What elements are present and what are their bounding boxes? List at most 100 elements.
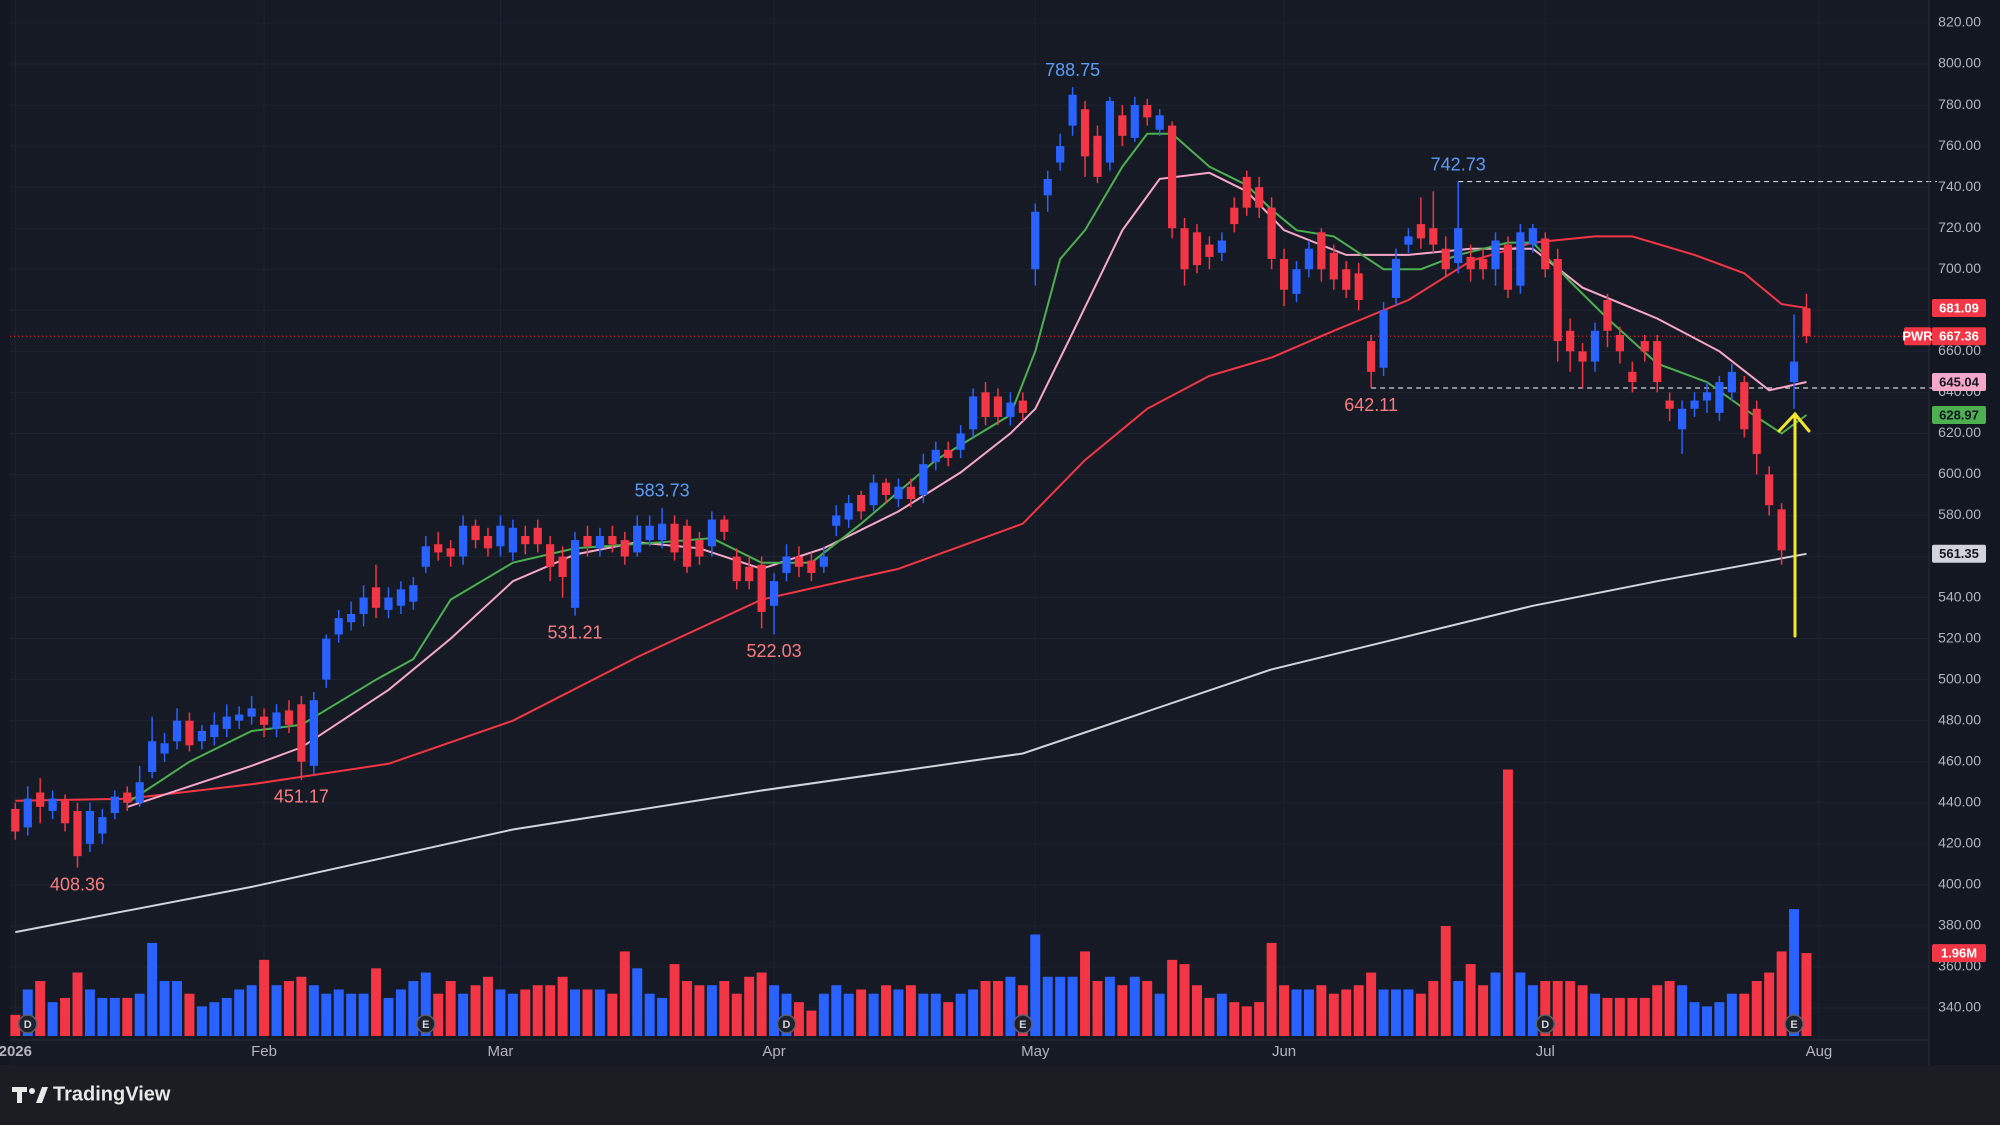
volume-bar — [632, 968, 643, 1036]
volume-bar — [1664, 981, 1675, 1036]
ma-badge-bg — [1932, 405, 1986, 424]
candle-body — [1255, 187, 1264, 208]
volume-bar — [1764, 972, 1775, 1036]
candle-body — [247, 708, 256, 717]
price-axis: 820.00 800.00 780.00 760.00 740.00 720.00 700.… — [0, 14, 1981, 1060]
candle-body — [1143, 105, 1152, 118]
volume-bar — [122, 997, 133, 1036]
candle-body — [695, 540, 704, 557]
candle-body — [235, 714, 244, 721]
candle-body — [1603, 300, 1612, 331]
candle-body — [483, 536, 493, 549]
candle-body — [309, 700, 318, 766]
candle-body — [1690, 400, 1699, 409]
volume-bar — [1303, 989, 1314, 1036]
candle-body — [1727, 371, 1736, 393]
y-tick-label: 760.00 — [1938, 137, 1981, 153]
volume-bar — [22, 989, 33, 1036]
volume-bar — [1067, 976, 1078, 1036]
ma-badge: 645.04 — [1939, 374, 1980, 389]
candle-body — [359, 597, 368, 614]
candle-body — [1665, 400, 1674, 409]
volume-bar — [371, 968, 382, 1036]
candle-body — [595, 536, 605, 549]
candle-body — [1590, 330, 1600, 362]
candle-body — [85, 810, 95, 844]
y-tick-label: 460.00 — [1938, 752, 1981, 768]
candle-body — [11, 808, 20, 832]
candle-body — [1018, 400, 1027, 413]
volume-bar — [1142, 981, 1153, 1036]
candle-body — [944, 449, 953, 459]
candle-body — [658, 523, 667, 541]
volume-bar — [657, 997, 668, 1036]
event-label: D — [1541, 1019, 1549, 1031]
candle-body — [844, 503, 853, 520]
volume-bar — [1440, 926, 1451, 1036]
y-tick-label: 440.00 — [1938, 793, 1981, 809]
candle-body — [1205, 244, 1214, 257]
volume-bar — [1677, 985, 1688, 1036]
event-marker — [1013, 1014, 1033, 1034]
logo-part — [36, 1087, 48, 1103]
volume-bar — [433, 993, 444, 1036]
candle-body — [135, 782, 144, 803]
candle-body — [1379, 310, 1388, 368]
candle-body — [894, 486, 903, 500]
high-label: 788.75 — [1045, 60, 1100, 80]
x-tick-label: Apr — [762, 1043, 785, 1060]
volume-bar — [234, 989, 245, 1036]
x-tick-label: Mar — [487, 1043, 513, 1060]
candle-body — [1628, 371, 1637, 383]
volume-bar — [346, 993, 357, 1036]
candle-body — [1516, 232, 1525, 286]
candle-body — [1777, 509, 1786, 551]
candle-body — [222, 716, 231, 729]
candle-body — [1429, 228, 1438, 245]
volume-bar — [196, 1006, 207, 1036]
volume-bar — [1291, 989, 1302, 1036]
candle-body — [1553, 258, 1562, 342]
candle-body — [421, 546, 430, 567]
label-layer: 788.75 742.73 583.73 408.36 451.17 531.21 522.… — [50, 60, 1486, 895]
volume-bar — [682, 981, 692, 1036]
candle-body — [1578, 351, 1587, 362]
volume-bar — [1689, 1002, 1700, 1036]
volume-bar — [84, 989, 95, 1036]
volume-bar — [60, 997, 71, 1036]
volume-bar — [557, 976, 568, 1036]
volume-bar — [992, 981, 1003, 1036]
candle-body — [508, 527, 517, 553]
candle-body — [496, 525, 505, 547]
candle-body — [1217, 240, 1226, 253]
volume-bar — [1627, 997, 1638, 1036]
candle-body — [371, 587, 381, 608]
candle-body — [1715, 382, 1724, 413]
candle-body — [881, 482, 891, 495]
volume-bar — [246, 985, 257, 1036]
event-marker — [776, 1014, 797, 1034]
candle-body — [869, 482, 878, 506]
candle-body — [1677, 408, 1687, 430]
volume-bar — [1391, 989, 1401, 1036]
volume-bar — [818, 993, 829, 1036]
candle-body — [1279, 258, 1289, 290]
y-tick-label: 580.00 — [1938, 506, 1981, 522]
volume-bar — [1415, 993, 1426, 1036]
volume-bar — [1403, 989, 1414, 1036]
volume-bar — [1789, 909, 1800, 1036]
volume-bar — [1204, 997, 1215, 1036]
y-tick-label: 780.00 — [1938, 96, 1981, 112]
candle-body — [1006, 402, 1015, 417]
volume-bar — [793, 1002, 804, 1036]
volume-bar — [644, 993, 655, 1036]
brand-name: TradingView — [53, 1083, 171, 1105]
volume-bar — [1515, 972, 1526, 1036]
candle-body — [110, 796, 119, 814]
moving-average-line — [126, 171, 1807, 808]
candle-body — [347, 613, 356, 623]
low-label: 642.11 — [1344, 395, 1398, 415]
volume-bar — [955, 993, 966, 1036]
volume-bar — [1179, 964, 1190, 1036]
